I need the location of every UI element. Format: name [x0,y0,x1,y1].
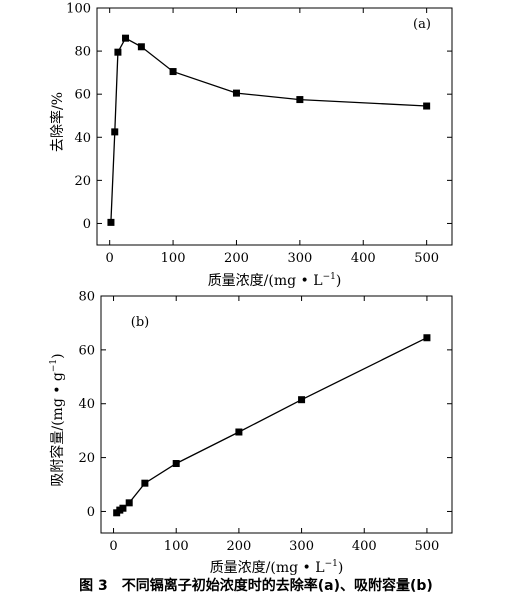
chart-a-x-tick-label: 500 [414,251,439,266]
chart-a-y-tick-label: 20 [74,174,91,189]
panel-a: 0 100 200 300 400 500 0 20 40 60 80 100 (a) 质量浓度/(mg … [49,2,453,289]
chart-b-x-axis-label: 质量浓度/(mg • L−1) [210,559,344,576]
chart-b-x-tick-label: 100 [164,539,189,554]
chart-b-y-axis-label: 吸附容量/(mg • g−1) [49,353,66,486]
figure-caption: 图 3 不同镉离子初始浓度时的去除率(a)、吸附容量(b) [79,577,433,594]
chart-a-x-tick-label: 400 [351,251,376,266]
chart-b-data-point [119,504,127,512]
chart-b-y-tick-label: 20 [78,451,95,466]
panel-b: 0 100 200 300 400 500 0 20 40 60 80 (b) 质量浓度/(mg • L… [49,290,453,576]
chart-b-y-axis-label-sup: −1 [49,359,59,372]
chart-b-plot-frame [100,295,453,534]
chart-a-y-axis-label: 去除率/% [49,92,66,152]
chart-a-data-point [137,43,145,51]
chart-a-y-tick-label: 80 [74,45,91,60]
chart-b-x-tick-label: 500 [415,539,440,554]
chart-b-x-tick-label: 400 [352,539,377,554]
chart-b-x-tick-label: 300 [289,539,314,554]
chart-a-x-tick-label: 200 [224,251,249,266]
chart-a-y-tick-label: 60 [74,88,91,103]
chart-b-y-tick-label: 60 [78,343,95,358]
chart-a-x-tick-label: 300 [287,251,312,266]
chart-b-data-point [141,479,149,487]
chart-b-x-tick-label: 0 [109,539,117,554]
chart-b-data-point [172,460,180,468]
chart-a-data-point [423,102,431,110]
chart-a-x-axis-label: 质量浓度/(mg • L−1) [208,272,342,289]
chart-a-x-tick-label: 0 [106,251,114,266]
chart-a-data-point [107,218,115,226]
chart-b-series-line [116,337,428,514]
chart-a-y-tick-label: 40 [74,131,91,146]
chart-a-x-axis-label-tail: ) [336,273,341,289]
chart-a-data-point [111,128,119,136]
chart-a-panel-label: (a) [413,17,431,32]
chart-b-y-tick-label: 80 [78,290,95,305]
chart-b-y-axis-label-tail: ) [50,353,66,358]
chart-b-data-point [423,334,431,342]
chart-a-x-tick-label: 100 [161,251,186,266]
chart-b-data-point [125,499,133,507]
chart-a-data-point [114,48,122,56]
chart-b-x-axis-label-sup: −1 [325,559,338,569]
chart-a-data-point [169,68,177,76]
chart-a-plot-frame [96,7,453,246]
chart-b-y-tick-label: 40 [78,397,95,412]
chart-b-x-tick-label: 200 [226,539,251,554]
chart-b-x-axis-label-tail: ) [338,560,343,576]
chart-b-panel-label: (b) [131,315,149,330]
chart-b-y-tick-label: 0 [87,505,95,520]
chart-a-y-tick-label: 0 [83,217,91,232]
chart-a-x-axis-label-sup: −1 [323,272,336,282]
chart-a-data-point [296,96,304,104]
chart-a-y-tick-label: 100 [66,2,91,17]
chart-a-data-point [232,89,240,97]
chart-b-data-point [235,428,243,436]
chart-b-data-point [298,396,306,404]
chart-a-data-point [122,34,130,42]
chart-a-series-line [110,37,427,223]
